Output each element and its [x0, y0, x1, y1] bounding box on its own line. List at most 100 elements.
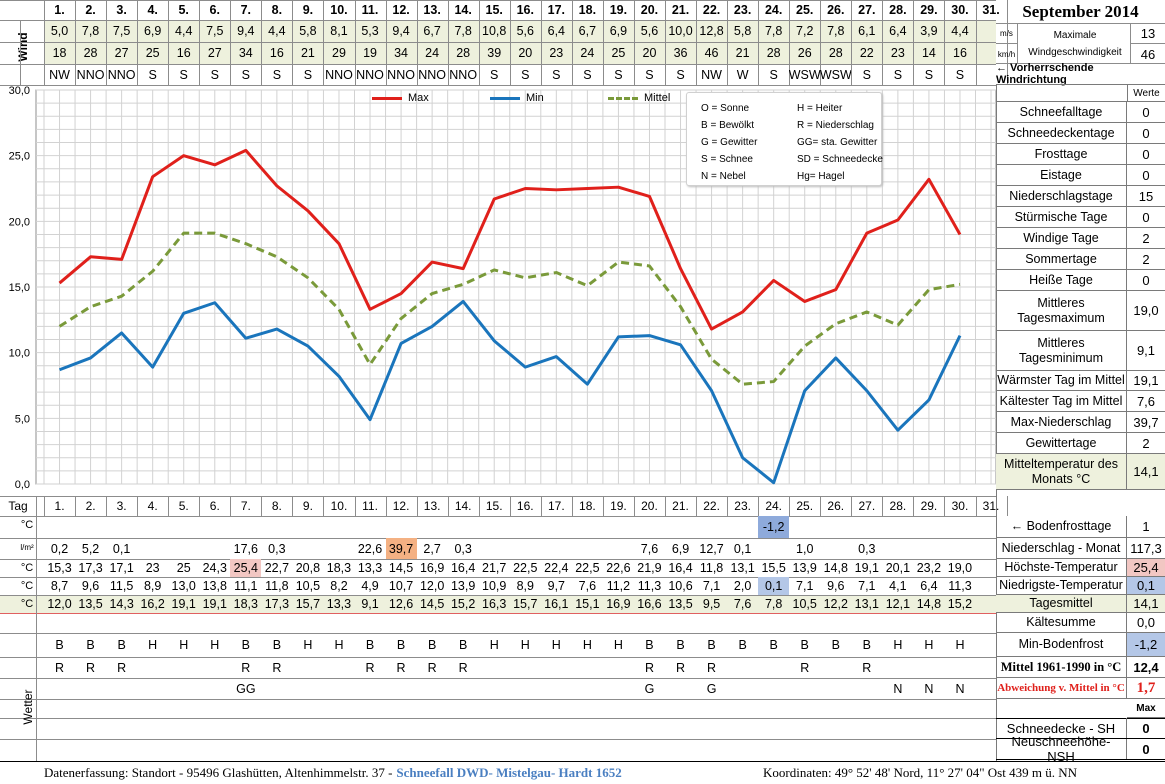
- bodenfrost-day-3: [106, 516, 137, 538]
- wind-kmh-day-19: 25: [611, 46, 626, 60]
- hoechst-day-18: 22,5: [575, 561, 600, 575]
- wetter3-day-17: [541, 678, 572, 699]
- niedrig-day-13: 12,0: [419, 579, 445, 593]
- wetter2-day-19: [603, 657, 634, 678]
- header-vline-26: [851, 0, 852, 85]
- wind-kmh-day-14: 28: [456, 46, 471, 60]
- days-day-12: 12.: [392, 3, 410, 17]
- wind-dir-day-20: S: [645, 67, 654, 82]
- wind-ms-day-3: 7,5: [112, 24, 131, 38]
- stat-value: 0: [1142, 167, 1150, 183]
- header-vline-6: [230, 0, 231, 85]
- header-vline-14: [479, 0, 480, 85]
- table-vline-head-24: [789, 496, 790, 516]
- hoechst-day-9: 20,8: [295, 561, 321, 575]
- table-hline-10: [0, 699, 996, 700]
- mittel-day-10: 13,3: [326, 597, 352, 611]
- mittel-day-14: 15,2: [450, 597, 476, 611]
- month-title: September 2014: [996, 0, 1165, 24]
- wetter3-day-22: G: [706, 681, 717, 696]
- header-vline-3: [137, 0, 138, 85]
- wind-ms-day-25: 7,2: [796, 24, 814, 38]
- niedrig-day-30: 11,3: [948, 579, 972, 593]
- wind-kmh-day-5: 16: [176, 46, 191, 60]
- table-vline-head-10: [355, 496, 356, 516]
- wetter2-day-1: R: [55, 660, 65, 675]
- wetter1-day-24: B: [769, 638, 778, 652]
- niederschlag-day-14: 0,3: [454, 541, 472, 556]
- bodenfrost-day-20: [634, 516, 665, 538]
- max-wind-label: Maximale Windgeschwindigkeit: [1028, 30, 1122, 58]
- stat-row-3: Eistage 0: [996, 165, 1165, 186]
- summary-label: Mittel 1961-1990 in °C: [996, 657, 1127, 677]
- header-vline-18: [603, 0, 604, 85]
- wind-ms-day-29: 3,9: [920, 24, 938, 38]
- days-day-22: 22.: [702, 3, 721, 17]
- bodenfrost-day-15: [479, 516, 510, 538]
- y-tick-label: 0,0: [15, 479, 30, 491]
- snow-sep: [996, 718, 1165, 719]
- summary-row-2: Höchste-Temperatur 25,4: [996, 559, 1165, 577]
- wind-ms-day-23: 5,8: [733, 24, 752, 38]
- code-hagel: Hg= Hagel: [797, 171, 845, 182]
- hoechst-day-17: 22,4: [544, 561, 569, 575]
- niederschlag-day-8: 0,3: [268, 541, 286, 556]
- wind-dir-day-11: NNO: [356, 67, 384, 82]
- niedrig-day-3: 11,5: [109, 579, 134, 593]
- wind-ms-day-11: 5,3: [361, 24, 379, 38]
- wetter3-day-12: [386, 678, 417, 699]
- table-day-6: 6.: [209, 499, 220, 513]
- niedrig-day-26: 9,6: [827, 579, 845, 593]
- mittel-day-9: 15,7: [295, 597, 321, 611]
- bodenfrost-day-26: [820, 516, 851, 538]
- mittel-day-30: 15,2: [947, 597, 973, 611]
- wind-direction-label: ← Vorherrschende Windrichtung: [996, 62, 1094, 86]
- table-vline-unit: [36, 496, 37, 761]
- weather-code-legend: O = Sonne H = Heiter B = Bewölkt R = Nie…: [686, 92, 883, 186]
- days-day-21: 21.: [671, 3, 690, 17]
- wind-dir-day-14: NNO: [449, 67, 478, 82]
- wetter2-day-17: [541, 657, 572, 678]
- niedrig-day-6: 13,8: [202, 579, 227, 593]
- stat-row-12: Kältester Tag im Mittel 7,6: [996, 391, 1165, 412]
- header-vline-7: [261, 0, 262, 85]
- table-vline-head-20: [665, 496, 666, 516]
- hoechst-day-21: 16,4: [668, 561, 693, 575]
- mittel-day-4: 16,2: [140, 597, 165, 611]
- hoechst-day-2: 17,3: [78, 561, 103, 575]
- niedrig-day-22: 7,1: [702, 579, 721, 593]
- header-vline-19: [634, 0, 635, 85]
- table-day-18: 18.: [579, 499, 596, 513]
- wind-dir-day-18: S: [583, 67, 592, 82]
- hoechst-day-26: 14,8: [823, 561, 848, 575]
- table-day-5: 5.: [178, 499, 189, 513]
- header-hline-2: [0, 42, 996, 43]
- wind-kmh-day-26: 28: [828, 46, 843, 60]
- footer-dwd-link[interactable]: Schneefall DWD- Mistelgau- Hardt 1652: [396, 765, 622, 780]
- niederschlag-day-27: 0,3: [858, 541, 876, 556]
- wetter2-day-2: R: [86, 660, 96, 675]
- wetter1-day-2: B: [86, 638, 95, 652]
- stat-row-7: Sommertage 2: [996, 249, 1165, 270]
- wetter2-day-16: [510, 657, 541, 678]
- niederschlag-day-30: [944, 538, 975, 559]
- stat-row-6: Windige Tage 2: [996, 228, 1165, 249]
- days-day-18: 18.: [578, 3, 597, 17]
- bodenfrost-day-9: [292, 516, 323, 538]
- header-vline-4: [168, 0, 169, 85]
- mittel-day-6: 19,1: [202, 597, 227, 611]
- wetter1-day-9: H: [303, 638, 313, 652]
- niedrig-day-24: 0,1: [758, 577, 790, 595]
- wetter3-day-5: [168, 678, 199, 699]
- wetter3-day-18: [572, 678, 603, 699]
- summary-value: 12,4: [1133, 659, 1159, 675]
- summary-value: 1: [1142, 519, 1150, 534]
- summary-border: [996, 496, 997, 761]
- header-vline-17: [572, 0, 573, 85]
- wetter2-day-18: [572, 657, 603, 678]
- wind-kmh-day-7: 34: [238, 46, 253, 60]
- niedrig-day-18: 7,6: [578, 579, 597, 593]
- niederschlag-day-17: [541, 538, 572, 559]
- wind-dir-day-10: NNO: [325, 67, 353, 82]
- wind-kmh-day-27: 22: [859, 46, 874, 60]
